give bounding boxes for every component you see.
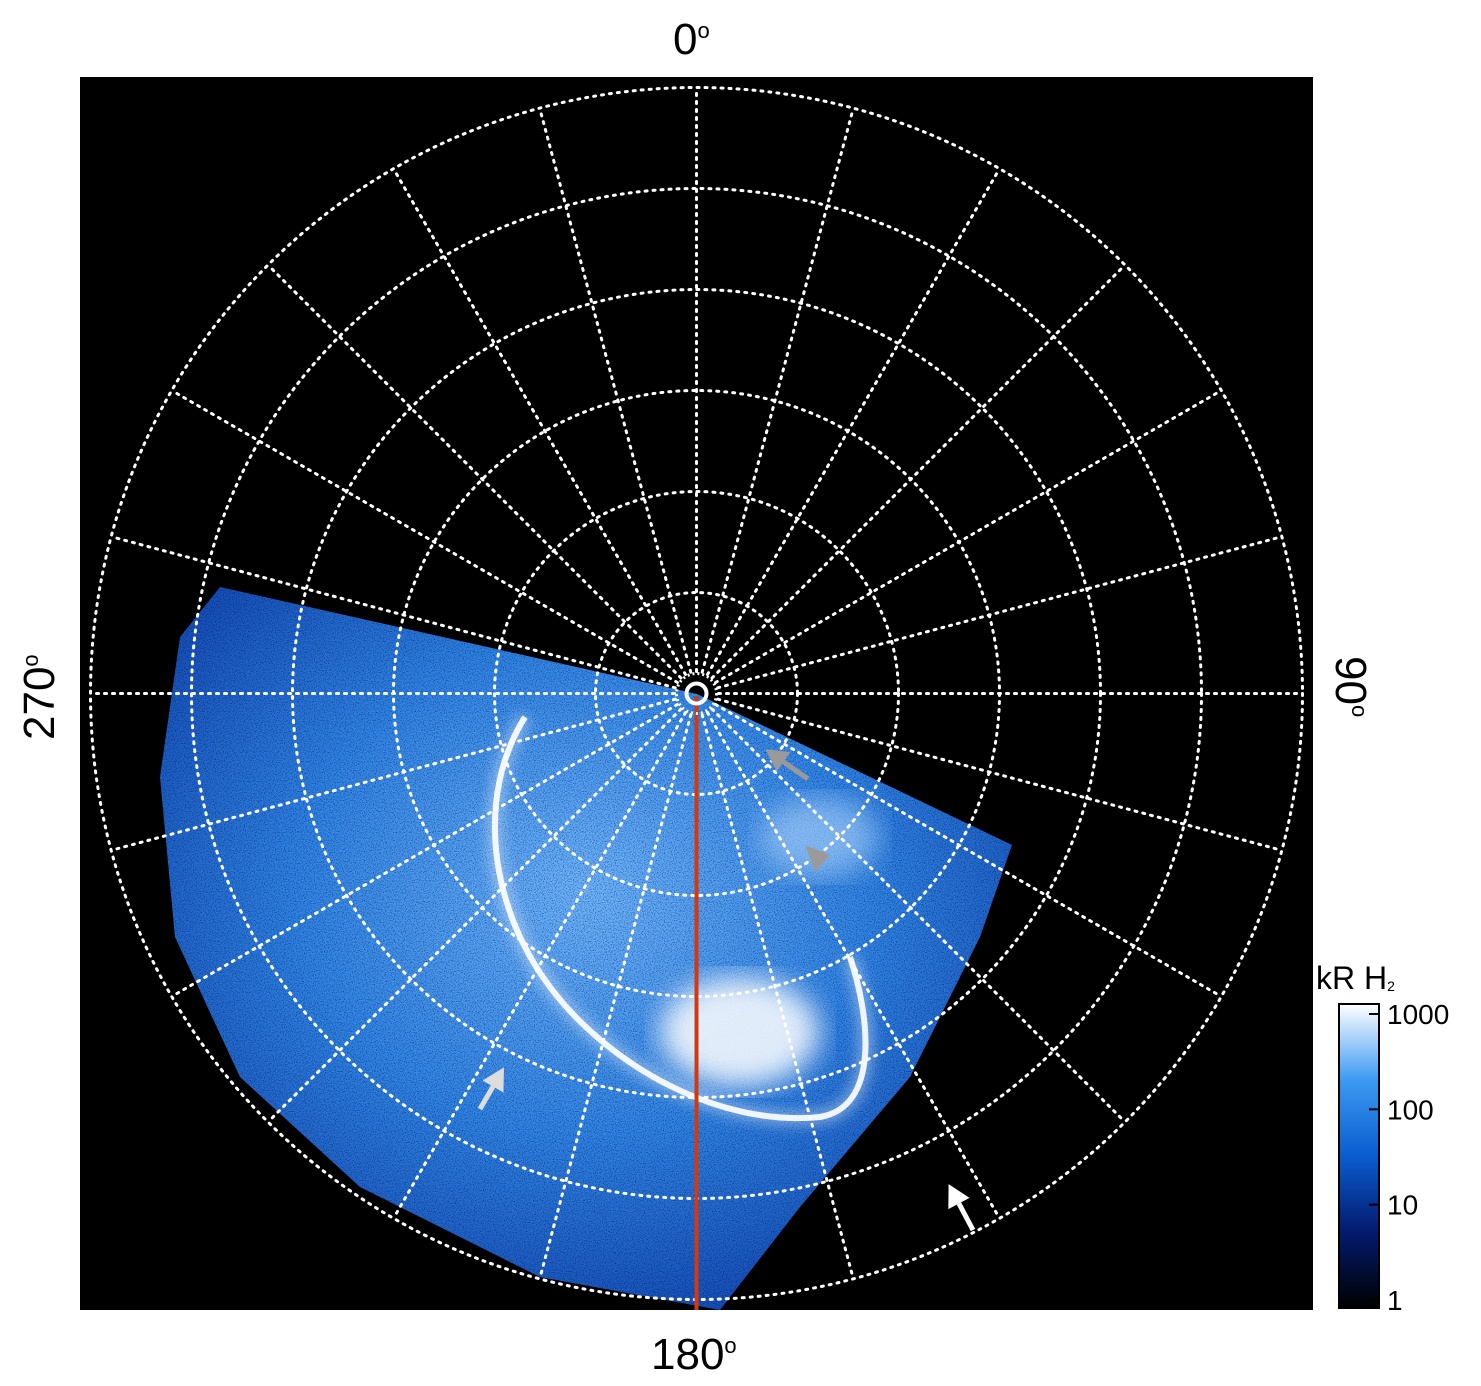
arrow-gray-lower — [805, 845, 830, 872]
longitude-label-90: 90o — [1326, 656, 1375, 718]
colorbar-gradient — [1338, 1003, 1380, 1309]
colorbar-tick-label: 100 — [1387, 1094, 1434, 1125]
colorbar-tick-label: 10 — [1387, 1190, 1418, 1221]
longitude-line — [714, 389, 1223, 684]
polar-aurora-image — [80, 77, 1313, 1310]
longitude-line — [716, 535, 1284, 690]
longitude-line — [266, 707, 683, 1124]
longitude-line — [716, 697, 1284, 852]
longitude-line — [710, 263, 1127, 680]
arrow-lightgray-left — [477, 1067, 504, 1111]
longitude-line — [266, 263, 683, 680]
main-auroral-oval — [486, 712, 874, 1127]
latitude-ring — [493, 490, 900, 897]
longitude-line — [710, 707, 1127, 1124]
pole-marker — [675, 672, 718, 715]
longitude-line — [700, 106, 855, 674]
longitude-line — [714, 703, 1223, 998]
arrow-gray-upper — [765, 749, 810, 782]
colorbar-title: kR H2 — [1316, 960, 1395, 996]
longitude-line — [109, 697, 677, 852]
longitude-label-270: 270o — [15, 654, 64, 740]
colorbar-ticks: 1000 100 10 1 — [1369, 1002, 1449, 1312]
longitude-line — [706, 711, 1001, 1220]
longitude-line — [170, 703, 679, 998]
longitude-label-180: 180o — [651, 1330, 737, 1379]
longitude-line — [170, 389, 679, 684]
longitude-line — [538, 106, 693, 674]
longitude-label-0: 0o — [673, 15, 710, 64]
annotation-arrows — [477, 749, 976, 1232]
longitude-line — [392, 711, 687, 1220]
longitude-line — [538, 713, 693, 1281]
longitude-line — [392, 167, 687, 676]
longitude-line — [109, 535, 677, 690]
colorbar: 1000 100 10 1 — [1338, 1002, 1449, 1312]
colorbar-tick-label: 1 — [1387, 1285, 1403, 1312]
longitude-line — [700, 713, 855, 1281]
arrow-white-right — [948, 1184, 976, 1232]
colorbar-tick-label: 1000 — [1387, 1002, 1449, 1030]
longitude-line — [706, 167, 1001, 676]
